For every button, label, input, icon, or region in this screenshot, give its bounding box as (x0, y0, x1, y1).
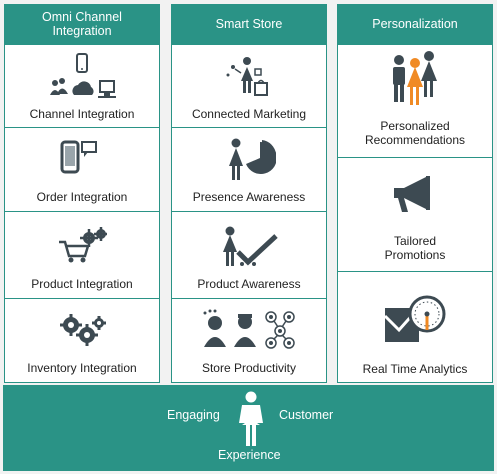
label-line-personalized: Personalized (380, 119, 450, 133)
card-tailored-promotions: Tailored Promotions (337, 157, 493, 272)
woman-checkmark-icon (172, 226, 326, 268)
column-omni-channel: Omni Channel Integration Channel Integra… (4, 4, 160, 383)
column-smart-store: Smart Store Connected Marketing (171, 4, 327, 383)
label-presence-awareness: Presence Awareness (192, 190, 306, 204)
phone-order-icon (5, 140, 159, 178)
column-personalization: Personalization Personalized Recommendat… (337, 4, 493, 383)
card-connected-marketing: Connected Marketing (171, 44, 327, 128)
label-real-time-analytics: Real Time Analytics (362, 362, 468, 376)
woman-pie-chart-icon (172, 138, 326, 182)
cart-gears-icon (5, 226, 159, 266)
label-product-integration: Product Integration (31, 277, 133, 291)
megaphone-icon (338, 174, 492, 214)
channel-devices-icon (5, 53, 159, 101)
card-channel-integration: Channel Integration (4, 44, 160, 128)
label-tailored-promotions: Tailored Promotions (338, 234, 492, 262)
card-presence-awareness: Presence Awareness (171, 127, 327, 212)
label-inventory-integration: Inventory Integration (27, 361, 137, 375)
customer-woman-icon (237, 391, 265, 452)
footer-text-experience: Experience (218, 448, 281, 462)
shopper-connected-icon (172, 55, 326, 99)
card-product-integration: Product Integration (4, 211, 160, 299)
card-real-time-analytics: Real Time Analytics (337, 271, 493, 383)
gears-icon (5, 313, 159, 349)
label-store-productivity: Store Productivity (201, 361, 297, 375)
footer-text-customer: Customer (279, 408, 334, 422)
label-connected-marketing: Connected Marketing (191, 107, 307, 121)
card-product-awareness: Product Awareness (171, 211, 327, 299)
card-inventory-integration: Inventory Integration (4, 298, 160, 383)
customer-experience-banner: Engaging Customer Experience (3, 385, 494, 471)
staff-network-icon (172, 309, 326, 349)
column-header-omni-channel: Omni Channel Integration (4, 4, 160, 44)
card-store-productivity: Store Productivity (171, 298, 327, 383)
label-line-promotions: Promotions (384, 248, 446, 262)
analytics-gauge-icon (338, 294, 492, 346)
label-line-tailored: Tailored (393, 234, 437, 248)
card-order-integration: Order Integration (4, 127, 160, 212)
label-line-recommendations: Recommendations (364, 133, 466, 147)
footer-text-engaging: Engaging (167, 408, 220, 422)
people-group-icon (338, 51, 492, 109)
label-product-awareness: Product Awareness (197, 277, 301, 291)
label-personalized-recommendations: Personalized Recommendations (338, 119, 492, 147)
column-header-smart-store: Smart Store (171, 4, 327, 44)
label-order-integration: Order Integration (36, 190, 128, 204)
column-header-personalization: Personalization (337, 4, 493, 44)
label-channel-integration: Channel Integration (29, 107, 135, 121)
card-personalized-recommendations: Personalized Recommendations (337, 44, 493, 158)
